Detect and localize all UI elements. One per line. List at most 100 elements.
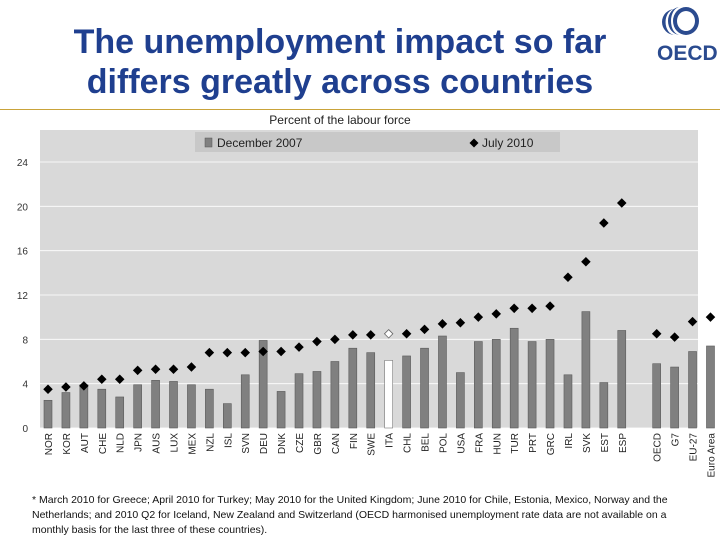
markers-jul-2010 — [43, 198, 716, 394]
y-tick-label-20: 20 — [17, 202, 29, 213]
x-tick-label-euro-area: Euro Area — [706, 433, 717, 478]
marker-dnk — [276, 346, 286, 357]
marker-hun — [491, 309, 502, 319]
bar-pol — [438, 335, 447, 429]
x-tick-label-hun: HUN — [492, 433, 503, 455]
bar-svn — [240, 374, 250, 429]
bar-mex — [187, 384, 196, 429]
marker-aut — [79, 381, 89, 391]
x-tick-label-prt: PRT — [528, 433, 539, 453]
x-tick-label-aus: AUS — [152, 433, 163, 454]
bar-gbr — [312, 371, 322, 429]
bar-irl — [563, 374, 573, 429]
marker-che — [97, 374, 107, 384]
bar-bel — [420, 347, 429, 429]
bar-est — [599, 382, 609, 429]
bar-nor — [43, 399, 53, 429]
x-tick-label-grc: GRC — [546, 433, 557, 455]
x-tick-label-chl: CHL — [403, 433, 414, 453]
bar-can — [330, 361, 340, 429]
bar-eu-27 — [688, 351, 697, 429]
marker-bel — [419, 324, 430, 335]
x-axis-labels: NOR KOR AUT CHE NLD JPN AUS LUX MEX NZL ISL SVN DEU D… — [44, 433, 717, 478]
chart-subtitle: Percent of the labour force — [269, 113, 411, 127]
marker-eu-27 — [687, 316, 698, 327]
marker-deu — [258, 346, 268, 357]
x-tick-label-fra: FRA — [474, 433, 485, 453]
bar-oecd — [652, 363, 661, 429]
bar-g7 — [670, 366, 679, 429]
title-line-1: The unemployment impact so far — [73, 23, 607, 61]
x-tick-label-dnk: DNK — [277, 433, 288, 454]
x-tick-label-usa: USA — [456, 433, 467, 454]
x-tick-label-nld: NLD — [116, 433, 127, 453]
y-tick-label-4: 4 — [22, 380, 28, 391]
marker-prt — [527, 303, 537, 314]
unemployment-chart: Percent of the labour force December 200… — [17, 113, 718, 478]
footnote: * March 2010 for Greece; April 2010 for … — [32, 494, 668, 536]
bar-fra — [474, 341, 483, 429]
bar-esp — [617, 330, 627, 429]
marker-lux — [168, 364, 179, 375]
y-tick-label-16: 16 — [17, 247, 29, 258]
x-tick-label-gbr: GBR — [313, 433, 324, 455]
bar-nld — [115, 396, 125, 429]
marker-kor — [61, 382, 71, 392]
x-tick-label-nor: NOR — [44, 433, 55, 455]
x-tick-label-nzl: NZL — [205, 433, 216, 452]
bar-swe — [366, 352, 376, 429]
bar-nzl — [205, 388, 214, 429]
marker-grc — [545, 301, 555, 311]
x-tick-label-can: CAN — [331, 433, 342, 454]
bar-svk — [581, 311, 591, 429]
x-tick-label-esp: ESP — [618, 433, 629, 453]
marker-mex — [186, 362, 197, 372]
x-tick-label-lux: LUX — [170, 433, 181, 453]
x-tick-label-oecd: OECD — [653, 433, 664, 462]
bar-prt — [527, 341, 537, 429]
bar-che — [97, 388, 107, 429]
bar-isl — [223, 403, 232, 429]
marker-irl — [563, 272, 573, 283]
bar-dnk — [276, 391, 286, 429]
marker-cze — [294, 342, 304, 352]
bar-lux — [169, 381, 178, 429]
x-tick-label-tur: TUR — [510, 433, 521, 454]
bar-hun — [491, 339, 501, 429]
marker-aus — [150, 364, 161, 375]
x-tick-label-kor: KOR — [62, 433, 73, 455]
x-tick-label-aut: AUT — [80, 433, 91, 453]
oecd-logo-text: OECD — [657, 42, 718, 65]
y-tick-label-12: 12 — [17, 291, 29, 302]
marker-svn — [240, 347, 250, 358]
marker-chl — [401, 329, 412, 339]
marker-svk — [581, 256, 591, 267]
x-tick-label-bel: BEL — [421, 433, 432, 452]
bar-aus — [151, 380, 160, 429]
x-tick-label-ita: ITA — [385, 433, 396, 448]
marker-pol — [437, 319, 448, 329]
marker-nld — [114, 374, 125, 384]
bar-jpn — [133, 384, 142, 429]
marker-swe — [365, 330, 376, 340]
title-rule — [0, 109, 720, 110]
marker-jpn — [132, 365, 143, 376]
x-tick-label-eu-27: EU-27 — [689, 433, 700, 462]
y-tick-label-0: 0 — [22, 424, 28, 435]
y-tick-label-24: 24 — [17, 158, 29, 169]
legend-label-dec-2007: December 2007 — [217, 136, 303, 150]
oecd-emblem-icon — [662, 7, 699, 35]
marker-oecd — [651, 329, 662, 339]
marker-tur — [509, 303, 519, 314]
bar-usa — [456, 372, 465, 429]
x-tick-label-isl: ISL — [223, 433, 234, 448]
x-tick-label-mex: MEX — [187, 433, 198, 455]
x-tick-label-est: EST — [600, 433, 611, 452]
bar-euro-area — [706, 345, 715, 429]
marker-nor — [43, 384, 53, 394]
x-tick-label-g7: G7 — [671, 433, 682, 447]
x-tick-label-svn: SVN — [241, 433, 252, 454]
x-tick-label-deu: DEU — [259, 433, 270, 454]
x-tick-label-fin: FIN — [349, 433, 360, 449]
marker-nzl — [204, 347, 215, 358]
